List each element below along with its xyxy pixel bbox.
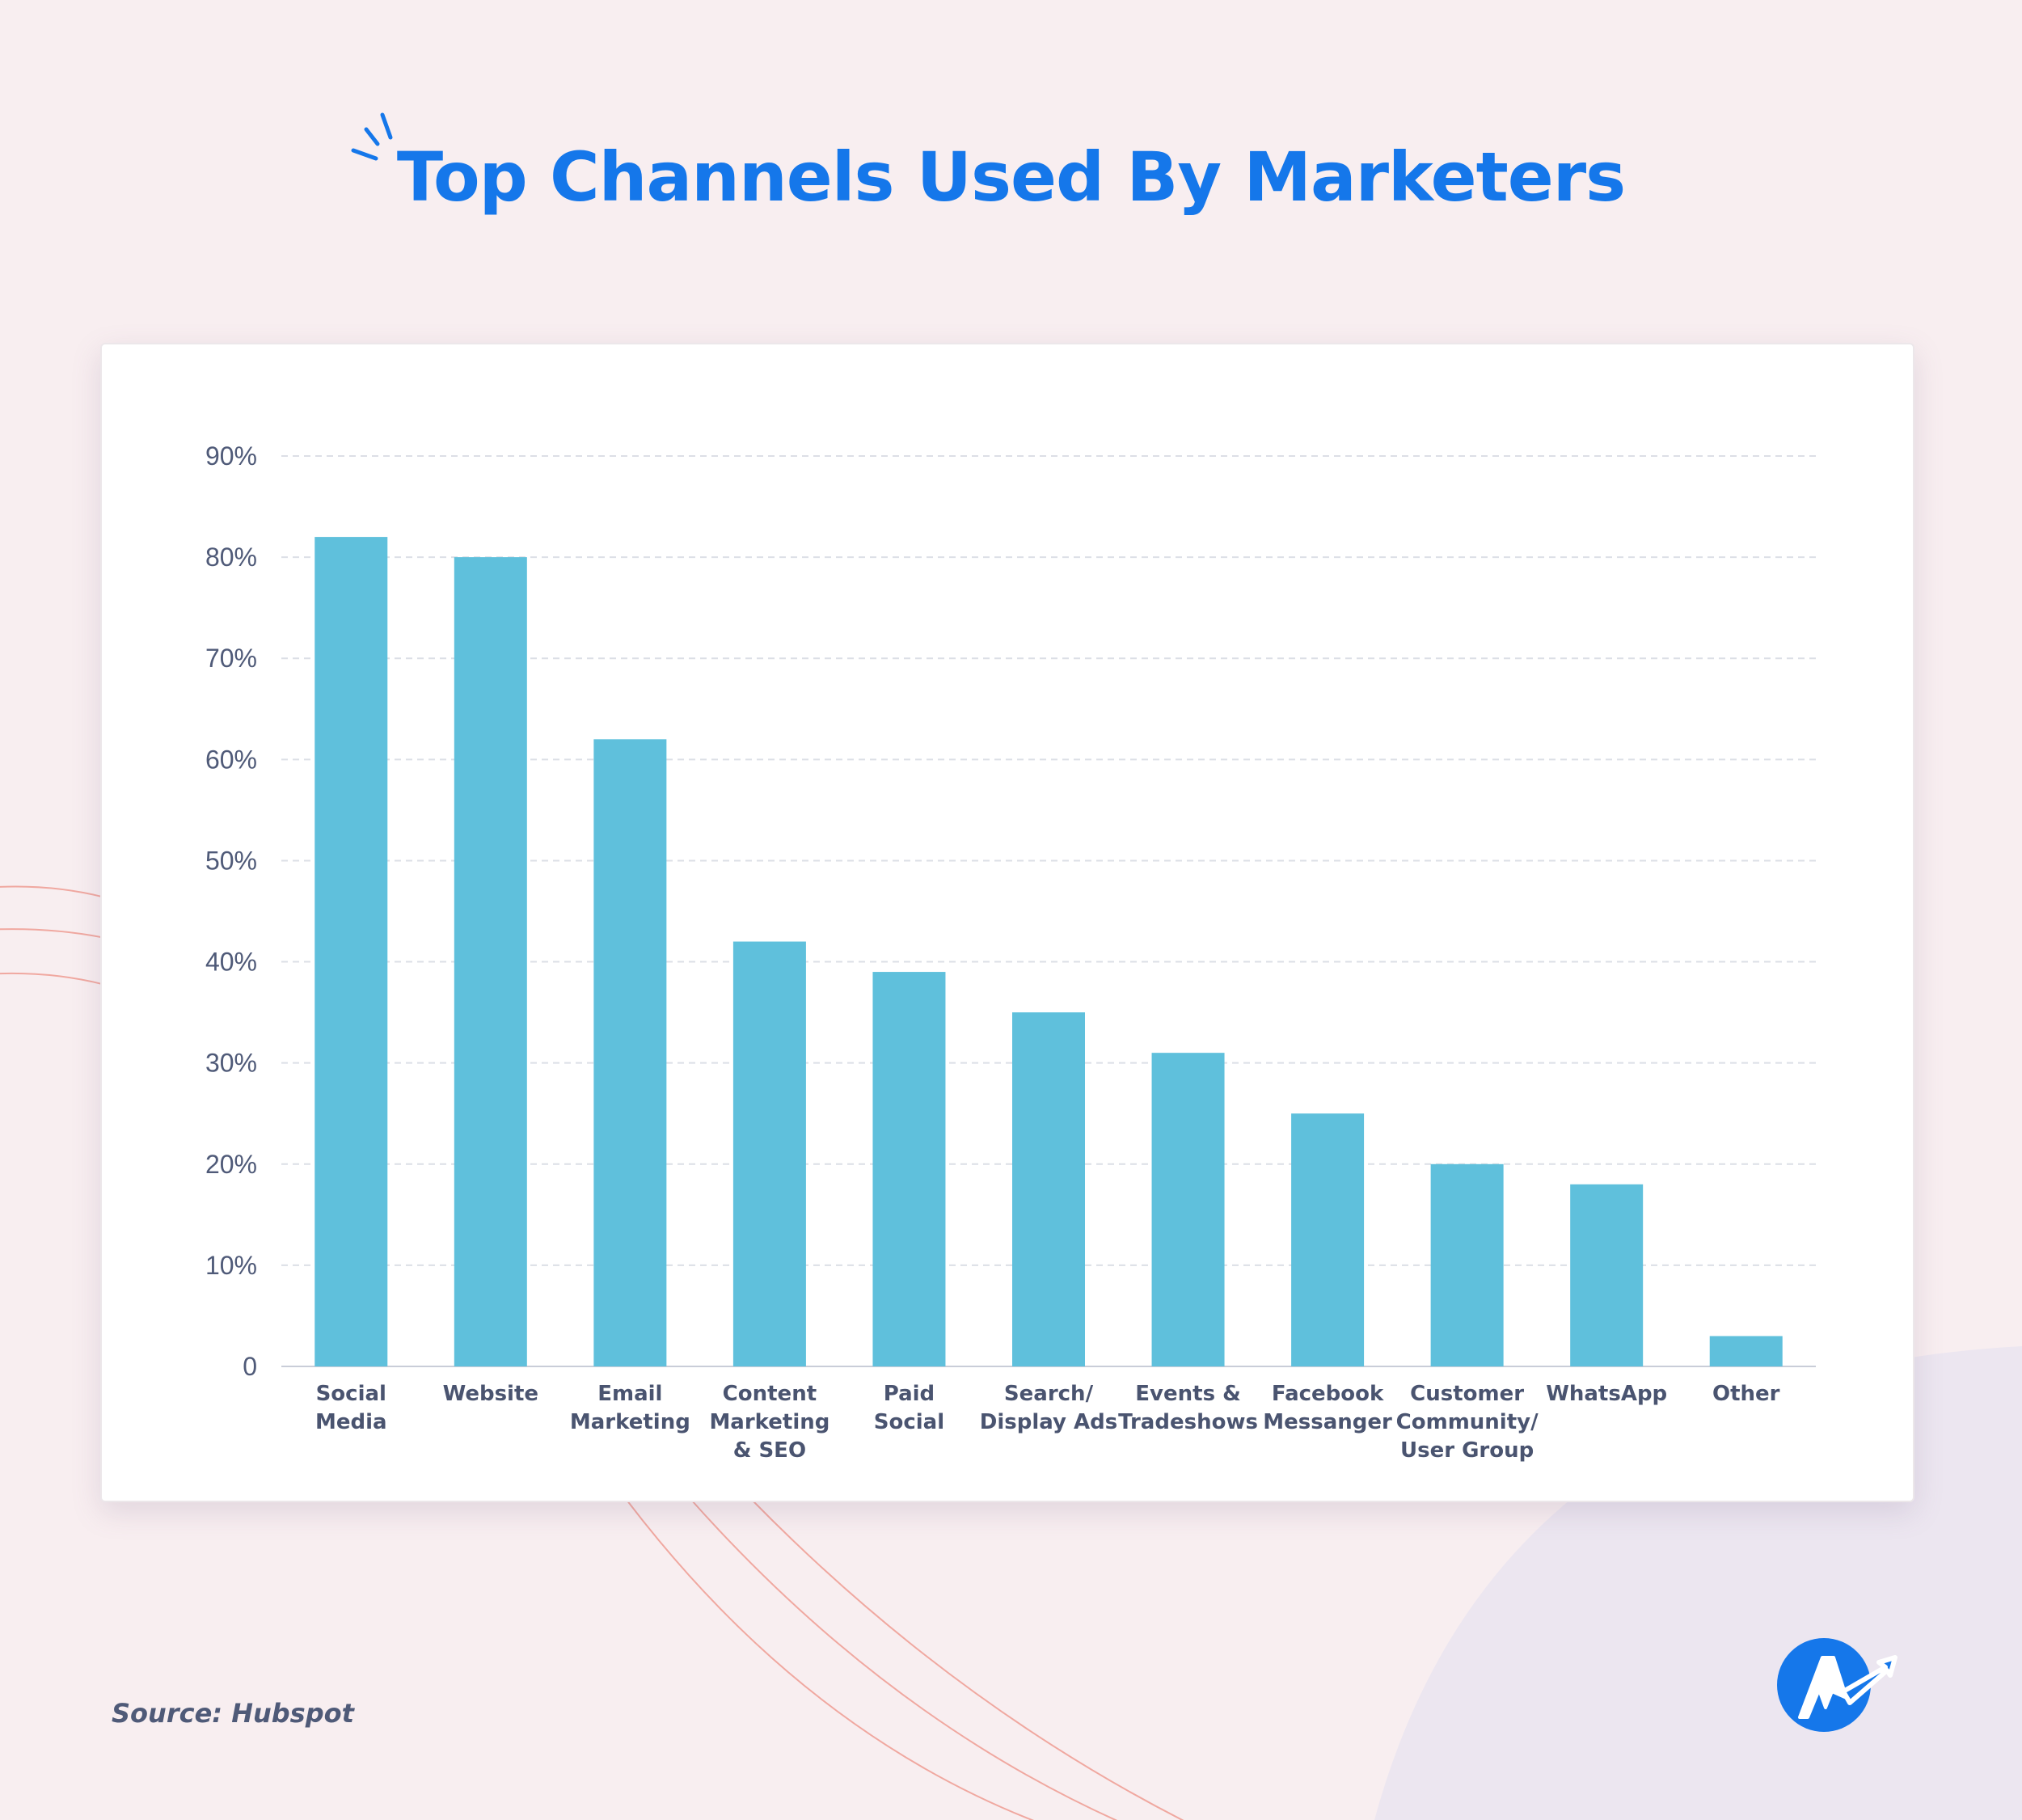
x-tick-label-line: Marketing (709, 1410, 829, 1434)
x-tick-label-line: Search/ (1004, 1382, 1094, 1406)
y-tick-label: 40% (205, 948, 257, 977)
chart-title-text: Top Channels Used By Marketers (396, 137, 1626, 217)
x-tick-label-line: Community/ (1396, 1410, 1539, 1434)
x-tick-label: Paid Social (874, 1382, 944, 1434)
x-tick-label-line: Messanger (1263, 1410, 1392, 1434)
x-tick-label: Email Marketing (570, 1382, 690, 1434)
x-tick-label: Customer Community/User Group (1396, 1382, 1539, 1463)
x-tick-label-line: Display Ads (980, 1410, 1117, 1434)
x-tick-label: Social Media (315, 1382, 387, 1434)
agency-analytics-logo-icon (1777, 1638, 1897, 1732)
sparkle-icon (351, 112, 393, 161)
x-tick-label-line: Email (597, 1382, 662, 1406)
bar (732, 941, 806, 1366)
y-tick-label: 90% (205, 441, 257, 471)
y-tick-label: 10% (205, 1251, 257, 1280)
bar (1709, 1336, 1783, 1366)
y-tick-label: 0 (243, 1352, 257, 1381)
y-tick-label: 20% (205, 1150, 257, 1179)
x-tick-label-line: & SEO (733, 1438, 806, 1463)
chart-card: 0 10% 20% 30% 40% 50% 60% 70% 80% 90% Social Media W… (100, 343, 1914, 1502)
x-tick-label: Events & Tradeshows (1118, 1382, 1258, 1434)
x-tick-label-line: Content (723, 1382, 817, 1406)
x-tick-label-line: Other (1712, 1382, 1780, 1406)
y-tick-label: 50% (205, 846, 257, 875)
bar (1012, 1012, 1085, 1366)
bar (314, 537, 388, 1366)
x-tick-label: Search/Display Ads (980, 1382, 1117, 1434)
x-tick-label-line: Website (443, 1382, 538, 1406)
y-tick-label: 60% (205, 745, 257, 774)
y-tick-label: 80% (205, 543, 257, 572)
bar (1151, 1053, 1225, 1366)
x-tick-label: Other (1712, 1382, 1780, 1406)
x-tick-label-line: Tradeshows (1118, 1410, 1258, 1434)
x-tick-label: Facebook Messanger (1263, 1382, 1392, 1434)
x-tick-label-line: Marketing (570, 1410, 690, 1434)
y-tick-label: 70% (205, 644, 257, 673)
bar (1430, 1163, 1504, 1366)
x-tick-label-line: User Group (1400, 1438, 1534, 1463)
chart-title: Top Channels Used By Marketers (351, 112, 1626, 217)
x-tick-label: WhatsApp (1546, 1382, 1667, 1406)
x-tick-label-line: Events & (1135, 1382, 1240, 1406)
x-tick-label-line: Facebook (1272, 1382, 1384, 1406)
bar (1570, 1184, 1644, 1366)
source-label: Source: Hubspot (112, 1698, 354, 1729)
x-tick-label: Content Marketing & SEO (709, 1382, 829, 1463)
y-tick-label: 30% (205, 1049, 257, 1078)
bar (593, 739, 667, 1366)
x-tick-label-line: Media (315, 1410, 387, 1434)
bar (454, 557, 527, 1366)
bar (872, 972, 946, 1366)
x-tick-label-line: Social (316, 1382, 386, 1406)
bar-chart: 0 10% 20% 30% 40% 50% 60% 70% 80% 90% Social Media W… (205, 441, 1816, 1463)
x-tick-label-line: Social (874, 1410, 944, 1434)
x-tick-label-line: Paid (884, 1382, 935, 1406)
bar (1291, 1113, 1365, 1366)
x-tick-label: Website (443, 1382, 538, 1406)
x-tick-label-line: WhatsApp (1546, 1382, 1667, 1406)
x-tick-label-line: Customer (1410, 1382, 1524, 1406)
